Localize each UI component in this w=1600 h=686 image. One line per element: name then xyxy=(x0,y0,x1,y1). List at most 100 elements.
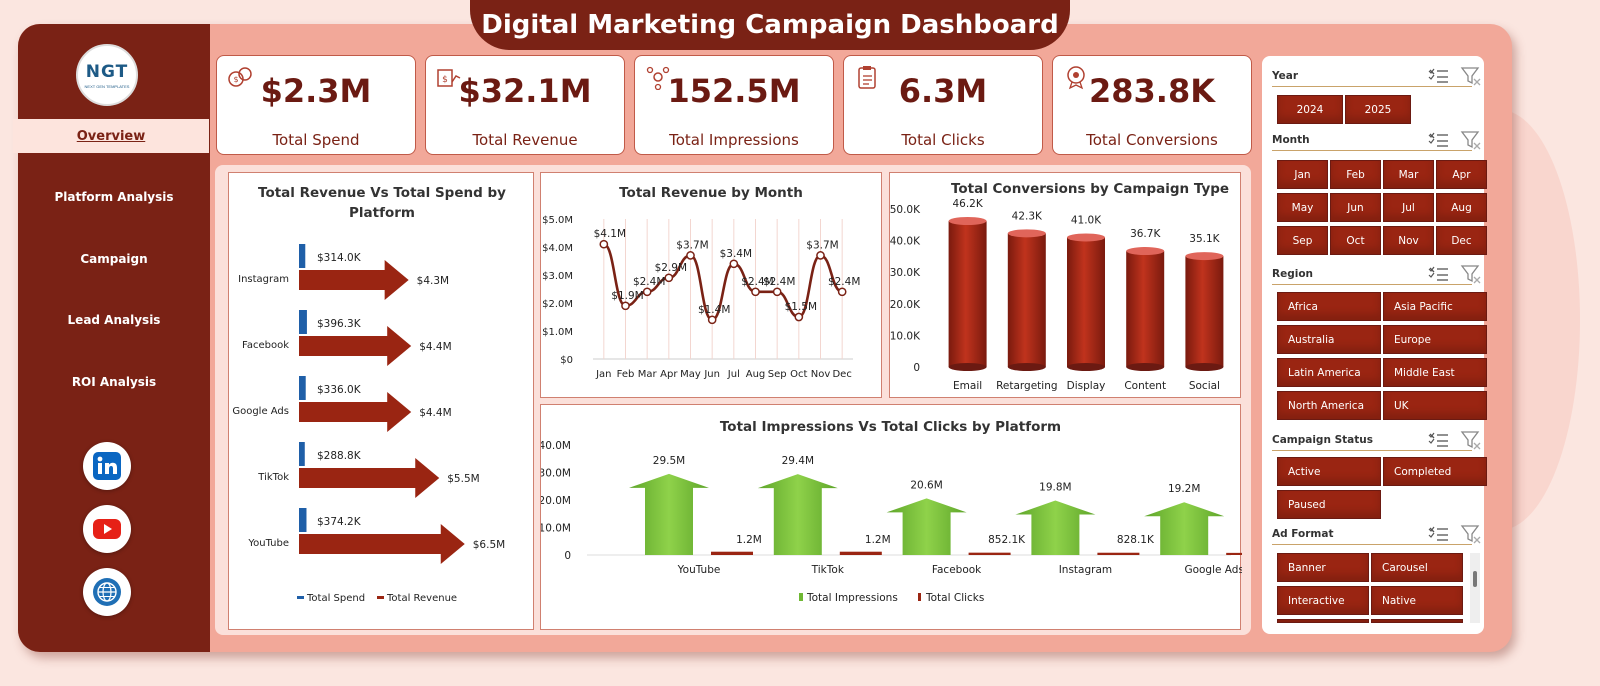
region-option-latin-america[interactable]: Latin America xyxy=(1277,358,1381,387)
region-option-uk[interactable]: UK xyxy=(1383,391,1487,420)
x-tick-label: Jul xyxy=(727,369,740,380)
clicks-label: 852.1K xyxy=(988,534,1026,546)
y-tick-label: 0 xyxy=(564,550,571,562)
nav-roi-analysis[interactable]: ROI Analysis xyxy=(71,375,157,389)
linkedin-button[interactable] xyxy=(83,442,131,490)
region-option-north-america[interactable]: North America xyxy=(1277,391,1381,420)
ad-format-scroll-thumb[interactable] xyxy=(1473,571,1477,587)
month-option-apr[interactable]: Apr xyxy=(1436,160,1487,189)
y-tick-label: 20.0K xyxy=(890,299,921,311)
status-filter-title: Campaign Status xyxy=(1272,434,1373,446)
nav-platform-analysis[interactable]: Platform Analysis xyxy=(54,190,174,204)
month-option-jan[interactable]: Jan xyxy=(1277,160,1328,189)
region-filter-title: Region xyxy=(1272,268,1314,280)
x-tick-label: Jan xyxy=(595,369,611,380)
month-option-nov[interactable]: Nov xyxy=(1383,226,1434,255)
year-filter-icons[interactable] xyxy=(1428,66,1481,86)
data-label: $3.7M xyxy=(806,239,838,251)
format-option-native[interactable]: Native xyxy=(1371,586,1463,615)
status-option-paused[interactable]: Paused xyxy=(1277,490,1381,519)
region-option-asia-pacific[interactable]: Asia Pacific xyxy=(1383,292,1487,321)
kpi-label: Total Conversions xyxy=(1086,131,1218,149)
clicks-label: 1.2M xyxy=(736,534,762,546)
region-filter-icons[interactable] xyxy=(1428,264,1481,284)
month-option-jun[interactable]: Jun xyxy=(1330,193,1381,222)
data-label: $1.4M xyxy=(698,304,730,316)
month-option-jul[interactable]: Jul xyxy=(1383,193,1434,222)
data-point xyxy=(707,315,717,325)
x-tick-label: Sep xyxy=(768,369,787,380)
data-label: 41.0K xyxy=(1071,214,1102,226)
month-option-dec[interactable]: Dec xyxy=(1436,226,1487,255)
region-option-africa[interactable]: Africa xyxy=(1277,292,1381,321)
format-option-partial[interactable] xyxy=(1277,619,1369,623)
y-tick-label: 10.0M xyxy=(541,523,571,535)
nav-lead-analysis[interactable]: Lead Analysis xyxy=(67,313,161,327)
kpi-label: Total Impressions xyxy=(669,131,799,149)
youtube-icon xyxy=(93,519,121,539)
conversion-bar-base xyxy=(948,363,987,371)
status-option-active[interactable]: Active xyxy=(1277,457,1381,486)
revenue-label: $6.5M xyxy=(473,539,505,551)
status-filter-icons[interactable] xyxy=(1428,430,1481,450)
format-option-carousel[interactable]: Carousel xyxy=(1371,553,1463,582)
impressions-label: 19.8M xyxy=(1039,482,1071,494)
ad-format-scrollbar[interactable] xyxy=(1470,553,1480,623)
revenue-label: $4.3M xyxy=(417,275,449,287)
region-option-australia[interactable]: Australia xyxy=(1277,325,1381,354)
format-option-interactive[interactable]: Interactive xyxy=(1277,586,1369,615)
nav-overview[interactable]: Overview xyxy=(13,119,209,153)
data-point xyxy=(837,287,847,297)
data-point xyxy=(686,251,695,260)
region-option-middle-east[interactable]: Middle East xyxy=(1383,358,1487,387)
conversion-bar-top xyxy=(1126,247,1165,256)
conversion-bar xyxy=(1185,256,1224,367)
data-label: 35.1K xyxy=(1189,233,1220,245)
data-point xyxy=(751,287,760,297)
conversion-bar-top xyxy=(948,217,987,226)
revenue-label: $4.4M xyxy=(419,407,451,419)
kpi-value: 6.3M xyxy=(898,72,988,110)
year-option-2024[interactable]: 2024 xyxy=(1277,95,1343,124)
y-tick-label: 30.0K xyxy=(890,267,921,279)
format-filter-icons[interactable] xyxy=(1428,524,1481,544)
revenue-arrow xyxy=(299,260,409,300)
month-option-mar[interactable]: Mar xyxy=(1383,160,1434,189)
format-option-banner[interactable]: Banner xyxy=(1277,553,1369,582)
data-label: 36.7K xyxy=(1130,228,1161,240)
website-button[interactable] xyxy=(83,568,131,616)
format-option-partial[interactable] xyxy=(1371,619,1463,623)
spend-label: $288.8K xyxy=(317,450,362,462)
legend-swatch-clicks xyxy=(918,593,921,601)
y-tick-label: 10.0K xyxy=(890,330,921,342)
x-tick-label: Aug xyxy=(746,369,766,380)
chart-impressions-vs-clicks-svg: 0 10.0M 20.0M 30.0M 40.0M 29.5M 1.2M YouTube 29.… xyxy=(541,440,1242,604)
conversion-bar xyxy=(1007,233,1046,367)
region-option-europe[interactable]: Europe xyxy=(1383,325,1487,354)
youtube-button[interactable] xyxy=(83,505,131,553)
y-tick-label: $2.0M xyxy=(542,299,573,310)
y-tick-label: 0 xyxy=(913,362,920,374)
impressions-label: 20.6M xyxy=(910,479,942,491)
month-option-oct[interactable]: Oct xyxy=(1330,226,1381,255)
impressions-label: 19.2M xyxy=(1168,483,1200,495)
month-option-feb[interactable]: Feb xyxy=(1330,160,1381,189)
data-label: $2.4M xyxy=(763,276,795,288)
legend-swatch-revenue xyxy=(377,596,384,599)
nav-campaign[interactable]: Campaign xyxy=(80,252,148,266)
month-filter-icons[interactable] xyxy=(1428,130,1481,150)
logo-subtext: NEXT GEN TEMPLATES xyxy=(84,83,130,89)
x-tick-label: Social xyxy=(1189,380,1220,392)
month-option-aug[interactable]: Aug xyxy=(1436,193,1487,222)
x-tick-label: Feb xyxy=(617,369,635,380)
data-point xyxy=(599,239,609,249)
x-tick-label: TikTok xyxy=(811,564,845,576)
kpi-label: Total Clicks xyxy=(901,131,985,149)
status-option-completed[interactable]: Completed xyxy=(1383,457,1487,486)
month-option-sep[interactable]: Sep xyxy=(1277,226,1328,255)
year-option-2025[interactable]: 2025 xyxy=(1345,95,1411,124)
month-option-may[interactable]: May xyxy=(1277,193,1328,222)
x-tick-label: Nov xyxy=(811,369,831,380)
chart-title: Total Revenue Vs Total Spend by Platform xyxy=(258,185,506,221)
x-tick-label: Instagram xyxy=(1059,564,1112,576)
